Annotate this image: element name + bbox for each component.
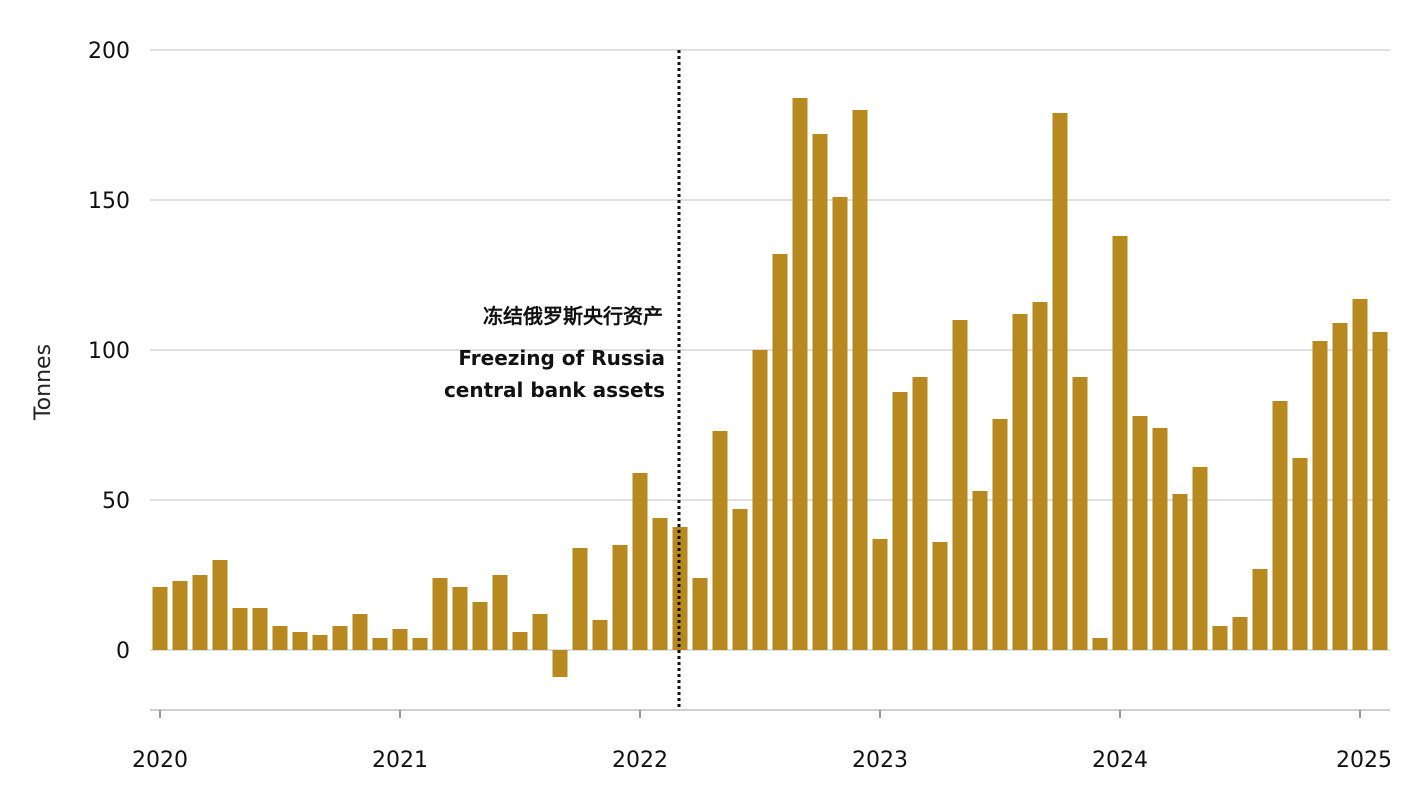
bar	[812, 134, 828, 650]
bar	[1052, 113, 1068, 650]
bar	[1352, 299, 1368, 650]
bar	[1152, 428, 1168, 650]
y-tick-label: 100	[88, 339, 130, 364]
bar	[952, 320, 968, 650]
bar	[1332, 323, 1348, 650]
bar	[232, 608, 248, 650]
bar	[712, 431, 728, 650]
bar	[1272, 401, 1288, 650]
annotation-text-line2: central bank assets	[444, 378, 665, 402]
annotation: 冻结俄罗斯央行资产 Freezing of Russia central ban…	[444, 304, 665, 402]
bar	[472, 602, 488, 650]
bar	[1132, 416, 1148, 650]
bar	[252, 608, 268, 650]
bar	[752, 350, 768, 650]
bar	[172, 581, 188, 650]
x-tick-label: 2021	[372, 748, 428, 773]
bar	[1112, 236, 1128, 650]
bar	[892, 392, 908, 650]
x-tick-label: 2023	[852, 748, 908, 773]
bar	[312, 635, 328, 650]
bar	[852, 110, 868, 650]
x-tick-marks	[159, 710, 1361, 718]
bar	[452, 587, 468, 650]
y-tick-label: 150	[88, 189, 130, 214]
bar	[992, 419, 1008, 650]
x-tick-label: 2025	[1336, 748, 1392, 773]
bar	[592, 620, 608, 650]
bar	[412, 638, 428, 650]
bar	[792, 98, 808, 650]
bar	[512, 632, 528, 650]
bar	[672, 527, 688, 650]
bar	[612, 545, 628, 650]
annotation-text-line1: Freezing of Russia	[458, 346, 665, 370]
bar	[332, 626, 348, 650]
bar	[652, 518, 668, 650]
bar	[1192, 467, 1208, 650]
bar	[1032, 302, 1048, 650]
bar	[292, 632, 308, 650]
bar	[772, 254, 788, 650]
bar	[1092, 638, 1108, 650]
y-axis-ticks: 0 50 100 150 200	[88, 39, 130, 664]
bar	[1292, 458, 1308, 650]
bar	[212, 560, 228, 650]
bar	[1012, 314, 1028, 650]
bar	[872, 539, 888, 650]
x-tick-label: 2022	[612, 748, 668, 773]
x-axis-ticks: 2020 2021 2022 2023 2024 2025	[132, 748, 1392, 773]
bar	[552, 650, 568, 677]
bar	[1252, 569, 1268, 650]
bar	[932, 542, 948, 650]
bar	[1172, 494, 1188, 650]
y-tick-label: 0	[116, 639, 130, 664]
bar	[732, 509, 748, 650]
bar	[1232, 617, 1248, 650]
bar	[432, 578, 448, 650]
annotation-text-zh: 冻结俄罗斯央行资产	[483, 304, 663, 328]
bars	[152, 98, 1388, 677]
y-tick-label: 200	[88, 39, 130, 64]
bar	[532, 614, 548, 650]
bar	[1072, 377, 1088, 650]
bar	[692, 578, 708, 650]
bar	[1372, 332, 1388, 650]
bar	[352, 614, 368, 650]
bar	[392, 629, 408, 650]
bar	[492, 575, 508, 650]
x-tick-label: 2020	[132, 748, 188, 773]
bar	[272, 626, 288, 650]
bar	[372, 638, 388, 650]
y-tick-label: 50	[102, 489, 130, 514]
bar	[152, 587, 168, 650]
x-tick-label: 2024	[1092, 748, 1148, 773]
bar	[832, 197, 848, 650]
bar	[1312, 341, 1328, 650]
bar	[972, 491, 988, 650]
bar	[632, 473, 648, 650]
bar	[192, 575, 208, 650]
y-axis-label: Tonnes	[31, 344, 56, 421]
bar	[572, 548, 588, 650]
bar	[1212, 626, 1228, 650]
bar	[912, 377, 928, 650]
